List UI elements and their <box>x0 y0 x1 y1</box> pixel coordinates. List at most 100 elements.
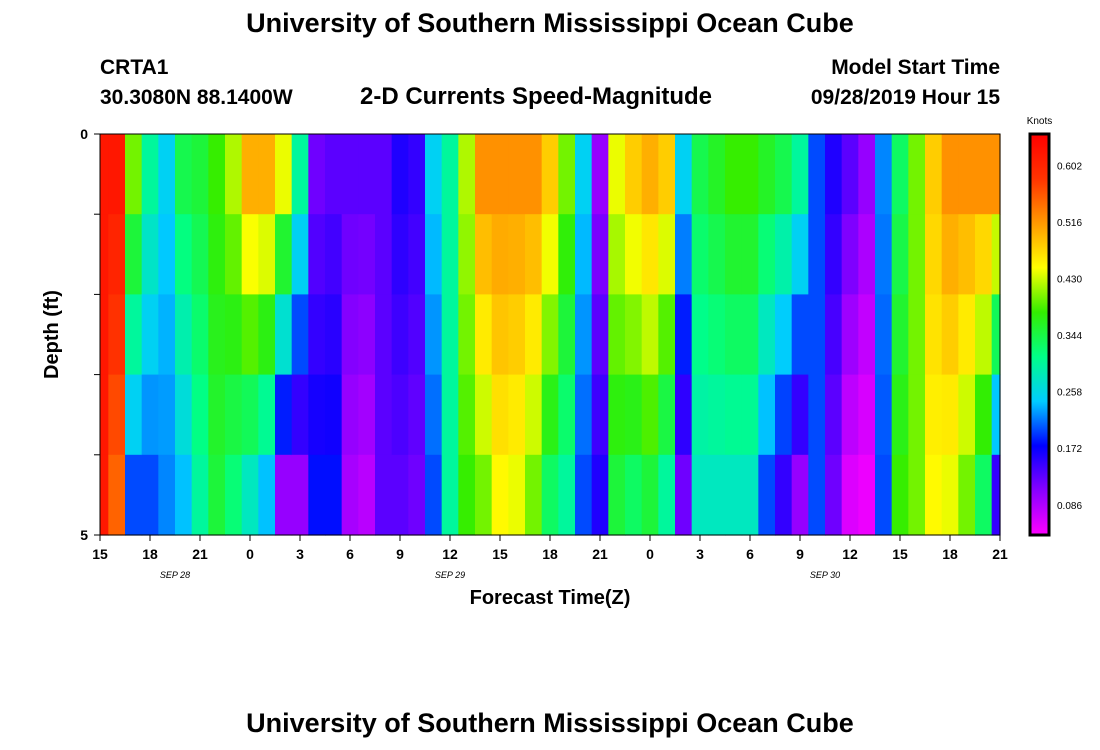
heatmap-cell <box>525 454 543 536</box>
heatmap-cell <box>975 214 993 295</box>
heatmap-cell <box>791 214 809 295</box>
heatmap-cell <box>675 294 693 376</box>
heatmap-cell <box>408 214 426 295</box>
heatmap-cell <box>225 454 243 536</box>
heatmap-cell <box>308 214 326 295</box>
heatmap-cell <box>141 294 159 376</box>
heatmap-cell <box>591 294 609 376</box>
heatmap-cell <box>175 134 193 215</box>
heatmap-cell <box>608 454 626 536</box>
heatmap-cell <box>491 374 509 456</box>
heatmap-cell <box>908 374 926 456</box>
heatmap-cell <box>958 374 976 456</box>
heatmap-cell <box>891 454 909 536</box>
heatmap-cell <box>108 454 126 536</box>
heatmap-cell <box>158 454 176 536</box>
x-tick-label: 21 <box>992 546 1008 562</box>
heatmap-cell <box>658 374 676 456</box>
heatmap-cell <box>791 454 809 536</box>
heatmap-cell <box>725 294 743 376</box>
colorbar-tick-label: 0.430 <box>1057 275 1082 286</box>
heatmap-cell <box>375 294 393 376</box>
heatmap-cell <box>791 294 809 376</box>
heatmap-cell <box>141 374 159 456</box>
heatmap-cell <box>608 214 626 295</box>
heatmap-cell <box>825 134 843 215</box>
heatmap-cells <box>100 134 1001 536</box>
heatmap-cell <box>991 294 1001 376</box>
date-label: SEP 28 <box>160 570 190 580</box>
heatmap-cell <box>641 374 659 456</box>
heatmap-cell <box>341 214 359 295</box>
heatmap-cell <box>325 134 343 215</box>
x-tick-label: 21 <box>592 546 608 562</box>
heatmap-cell <box>991 134 1001 215</box>
heatmap-cell <box>975 374 993 456</box>
heatmap-cell <box>475 134 493 215</box>
heatmap-cell <box>108 374 126 456</box>
heatmap-cell <box>825 214 843 295</box>
heatmap-cell <box>675 374 693 456</box>
heatmap-cell <box>275 294 293 376</box>
heatmap-cell <box>541 454 559 536</box>
x-tick-label: 15 <box>892 546 908 562</box>
heatmap-cell <box>591 214 609 295</box>
heatmap-cell <box>175 214 193 295</box>
heatmap-cell <box>641 454 659 536</box>
heatmap-cell <box>691 454 709 536</box>
x-tick-label: 6 <box>746 546 754 562</box>
heatmap-cell <box>541 134 559 215</box>
heatmap-cell <box>125 374 143 456</box>
heatmap-cell <box>341 134 359 215</box>
heatmap-cell <box>691 374 709 456</box>
heatmap-cell <box>575 374 593 456</box>
colorbar-tick-label: 0.258 <box>1057 388 1082 399</box>
heatmap-cell <box>491 294 509 376</box>
x-tick-label: 18 <box>942 546 958 562</box>
heatmap-cell <box>441 134 459 215</box>
heatmap-cell <box>125 134 143 215</box>
heatmap-cell <box>441 294 459 376</box>
heatmap-cell <box>258 214 276 295</box>
heatmap-cell <box>558 214 576 295</box>
x-tick-label: 9 <box>396 546 404 562</box>
x-tick-label: 18 <box>542 546 558 562</box>
heatmap-cell <box>241 134 259 215</box>
heatmap-cell <box>241 374 259 456</box>
heatmap-cell <box>475 294 493 376</box>
heatmap-cell <box>358 374 376 456</box>
heatmap-cell <box>225 374 243 456</box>
heatmap-cell <box>925 134 943 215</box>
heatmap-cell <box>125 454 143 536</box>
heatmap-cell <box>591 134 609 215</box>
heatmap-cell <box>725 374 743 456</box>
heatmap-cell <box>641 134 659 215</box>
heatmap-cell <box>741 214 759 295</box>
heatmap-cell <box>641 214 659 295</box>
heatmap-cell <box>925 454 943 536</box>
heatmap-cell <box>225 294 243 376</box>
x-tick-label: 12 <box>842 546 858 562</box>
heatmap-cell <box>100 294 109 376</box>
heatmap-cell <box>158 134 176 215</box>
heatmap-cell <box>841 454 859 536</box>
heatmap-cell <box>375 454 393 536</box>
heatmap-cell <box>225 214 243 295</box>
heatmap-cell <box>675 454 693 536</box>
heatmap-cell <box>425 214 443 295</box>
heatmap-cell <box>441 214 459 295</box>
heatmap-cell <box>625 454 643 536</box>
x-tick-label: 0 <box>646 546 654 562</box>
colorbar-ticks: 0.602 0.516 0.430 0.344 0.258 0.172 0.086 <box>1057 162 1082 512</box>
heatmap-cell <box>691 134 709 215</box>
colorbar-tick-label: 0.172 <box>1057 444 1082 455</box>
x-tick-label: 6 <box>346 546 354 562</box>
heatmap-cell <box>658 214 676 295</box>
heatmap-cell <box>458 294 476 376</box>
colorbar-gradient <box>1028 132 1051 537</box>
heatmap-cell <box>775 214 793 295</box>
heatmap-cell <box>175 454 193 536</box>
heatmap-cell <box>608 134 626 215</box>
heatmap-cell <box>408 374 426 456</box>
